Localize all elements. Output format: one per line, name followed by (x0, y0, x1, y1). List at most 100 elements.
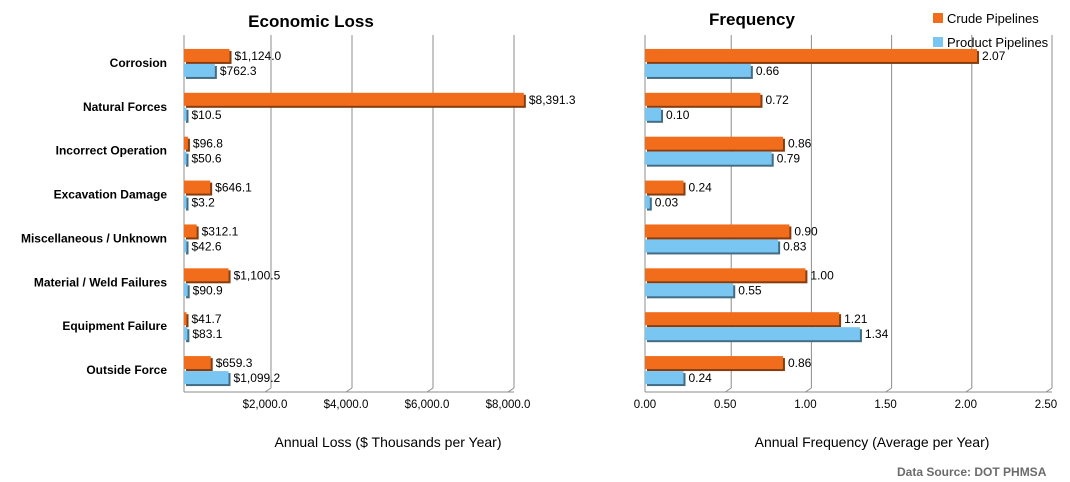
loss-bar-product (184, 283, 188, 297)
loss-bar-product (184, 327, 188, 341)
loss-data-label: $83.1 (192, 327, 222, 341)
loss-bar-crude (184, 136, 188, 150)
freq-data-label: 0.86 (788, 137, 812, 151)
legend-swatch-crude (933, 13, 943, 23)
freq-x-tick-label: 1.00 (794, 399, 816, 411)
loss-bar-crude (184, 312, 187, 326)
loss-bar-product (184, 107, 187, 121)
loss-gridline-foot (264, 387, 272, 393)
freq-bar-product (645, 371, 684, 385)
loss-data-label: $3.2 (192, 196, 216, 210)
loss-data-label: $41.7 (192, 312, 222, 326)
loss-bar-crude (184, 224, 197, 238)
loss-data-label: $90.9 (193, 283, 223, 297)
loss-bar-crude (184, 268, 229, 282)
loss-bar-crude (184, 48, 230, 62)
freq-data-label: 1.00 (810, 268, 834, 282)
loss-bar-shadow (186, 153, 189, 167)
loss-bar-crude (184, 92, 524, 106)
loss-bar-shadow (186, 329, 190, 343)
freq-data-label: 1.21 (844, 312, 868, 326)
freq-data-label: 0.86 (788, 356, 812, 370)
frequency-chart-title: Frequency (709, 10, 796, 29)
loss-data-label: $312.1 (202, 224, 239, 238)
freq-bar-crude (645, 224, 790, 238)
freq-bar-product (645, 239, 779, 253)
loss-category-label: Material / Weld Failures (34, 275, 167, 289)
loss-x-tick-label: $8,000.0 (486, 399, 531, 411)
freq-data-label: 0.24 (688, 181, 712, 195)
legend: Crude Pipelines Product Pipelines (933, 11, 1049, 50)
loss-bar-product (184, 195, 187, 209)
loss-data-label: $96.8 (193, 137, 223, 151)
loss-data-label: $1,100.5 (234, 268, 281, 282)
freq-bar-product (645, 63, 751, 77)
loss-bar-product (184, 239, 187, 253)
freq-gridline-foot (724, 387, 732, 393)
freq-x-tick-label: 0.50 (714, 399, 736, 411)
loss-gridline-foot (426, 387, 434, 393)
legend-label-product: Product Pipelines (947, 35, 1049, 50)
freq-x-tick-label: 0.00 (634, 399, 656, 411)
loss-category-label: Equipment Failure (62, 319, 167, 333)
loss-gridline-foot (507, 387, 515, 393)
loss-data-label: $646.1 (215, 181, 252, 195)
frequency-x-axis-label: Annual Frequency (Average per Year) (755, 434, 990, 450)
loss-data-label: $762.3 (220, 64, 257, 78)
legend-label-crude: Crude Pipelines (947, 11, 1039, 26)
freq-bar-crude (645, 356, 783, 370)
freq-data-label: 0.10 (666, 108, 690, 122)
data-source-note: Data Source: DOT PHMSA (897, 465, 1047, 479)
freq-data-label: 0.90 (794, 224, 818, 238)
loss-data-label: $659.3 (216, 356, 253, 370)
freq-bar-product (645, 327, 860, 341)
freq-data-label: 2.07 (982, 49, 1006, 63)
freq-x-tick-label: 1.50 (874, 399, 896, 411)
freq-bar-product (645, 151, 772, 165)
freq-data-label: 0.66 (756, 64, 780, 78)
freq-gridline-foot (1045, 387, 1053, 393)
legend-swatch-product (933, 37, 943, 47)
loss-x-tick-label: $6,000.0 (405, 399, 450, 411)
loss-bar-product (184, 151, 187, 165)
freq-data-label: 0.79 (777, 152, 801, 166)
freq-data-label: 0.24 (688, 371, 712, 385)
loss-chart-title: Economic Loss (248, 12, 374, 31)
loss-data-label: $1,099.2 (234, 371, 281, 385)
loss-bar-product (184, 63, 215, 77)
freq-data-label: 0.83 (783, 239, 807, 253)
freq-bar-product (645, 195, 650, 209)
loss-bar-shadow (186, 241, 189, 255)
freq-data-label: 0.55 (738, 283, 762, 297)
loss-category-label: Corrosion (110, 56, 167, 70)
loss-data-label: $8,391.3 (529, 93, 576, 107)
freq-gridline-foot (965, 387, 973, 393)
loss-data-label: $1,124.0 (235, 49, 282, 63)
loss-bar-product (184, 371, 229, 385)
loss-bar-shadow (186, 314, 189, 328)
loss-category-label: Incorrect Operation (56, 144, 167, 158)
freq-bar-crude (645, 268, 806, 282)
loss-bar-shadow (186, 109, 189, 123)
freq-bar-product (645, 283, 734, 297)
loss-gridline-foot (345, 387, 353, 393)
loss-x-tick-label: $4,000.0 (324, 399, 369, 411)
freq-bar-crude (645, 92, 761, 106)
freq-bar-crude (645, 48, 978, 62)
loss-data-label: $42.6 (192, 239, 222, 253)
loss-data-label: $50.6 (192, 152, 222, 166)
freq-data-label: 0.72 (765, 93, 789, 107)
freq-gridline-foot (805, 387, 812, 393)
loss-category-label: Excavation Damage (54, 188, 168, 202)
loss-category-label: Natural Forces (83, 100, 167, 114)
loss-bar-crude (184, 356, 211, 370)
loss-bar-crude (184, 180, 211, 194)
loss-bar-shadow (186, 285, 190, 299)
loss-x-axis-label: Annual Loss ($ Thousands per Year) (274, 434, 501, 450)
freq-bar-crude (645, 312, 840, 326)
loss-bar-shadow (186, 197, 189, 211)
loss-data-label: $10.5 (192, 108, 222, 122)
freq-data-label: 0.03 (655, 196, 679, 210)
freq-bar-product (645, 107, 662, 121)
